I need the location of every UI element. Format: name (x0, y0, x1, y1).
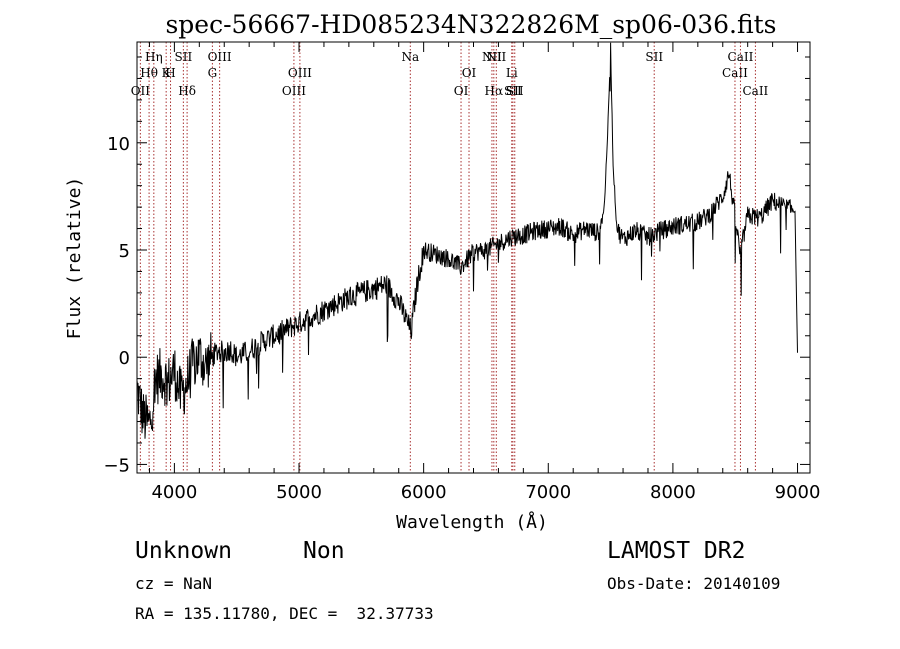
line-marker-label-20: SII (645, 50, 663, 64)
line-marker-label-18: SII (504, 84, 522, 98)
x-axis-label: Wavelength (Å) (396, 511, 548, 533)
axes: 4000 5000 6000 7000 8000 9000 −5 0 5 10 (103, 42, 820, 503)
line-marker-label-22: CaII (728, 50, 754, 64)
y-tick-label-2: 5 (119, 241, 130, 262)
x-tick-label-3: 7000 (525, 482, 571, 503)
spectrum-line (136, 42, 798, 439)
line-marker-label-5: SII (175, 50, 193, 64)
survey-label: LAMOST DR2 (607, 538, 746, 564)
line-marker-label-6: Hδ (178, 84, 196, 98)
line-marker-label-10: OIII (288, 66, 312, 80)
x-tick-label-0: 4000 (151, 482, 197, 503)
y-axis-label: Flux (relative) (64, 177, 85, 340)
y-tick-label-0: −5 (103, 455, 130, 476)
line-marker-label-7: G (208, 66, 218, 80)
line-marker-label-21: CaII (722, 66, 748, 80)
class-label: Unknown (135, 538, 232, 564)
chart-title: spec-56667-HD085234N322826M_sp06-036.fit… (165, 10, 776, 39)
line-marker-label-13: OI (462, 66, 477, 80)
line-marker-label-0: OII (131, 84, 151, 98)
coordinates: RA = 135.11780, DEC = 32.37733 (135, 604, 434, 623)
line-marker-label-9: OIII (282, 84, 306, 98)
line-marker-label-12: OI (454, 84, 469, 98)
x-tick-label-4: 8000 (650, 482, 696, 503)
line-marker-label-1: Hθ (140, 66, 158, 80)
x-tick-label-5: 9000 (775, 482, 821, 503)
subclass-label: Non (303, 538, 345, 564)
line-markers: OIIHθHηKHSIIHδGOIIIOIIIOIIINaOIOINIIHαNI… (131, 42, 769, 473)
line-marker-label-16: NII (486, 50, 506, 64)
line-marker-label-23: CaII (742, 84, 768, 98)
spectrum-series (136, 42, 798, 439)
line-marker-label-4: H (165, 66, 175, 80)
y-tick-label-1: 0 (119, 348, 130, 369)
x-tick-label-1: 5000 (276, 482, 322, 503)
line-marker-label-2: Hη (145, 50, 163, 64)
line-marker-label-14: NII (482, 50, 502, 64)
line-marker-label-3: K (162, 66, 172, 80)
line-marker-label-17: Li (506, 66, 518, 80)
x-tick-label-2: 6000 (401, 482, 447, 503)
cz-value: cz = NaN (135, 574, 213, 593)
y-tick-label-3: 10 (107, 134, 130, 155)
line-marker-label-11: Na (401, 50, 419, 64)
line-marker-label-15: Hα (485, 84, 504, 98)
obs-date: Obs-Date: 20140109 (607, 574, 781, 593)
line-marker-label-19: SII (506, 84, 524, 98)
line-marker-label-8: OIII (208, 50, 232, 64)
